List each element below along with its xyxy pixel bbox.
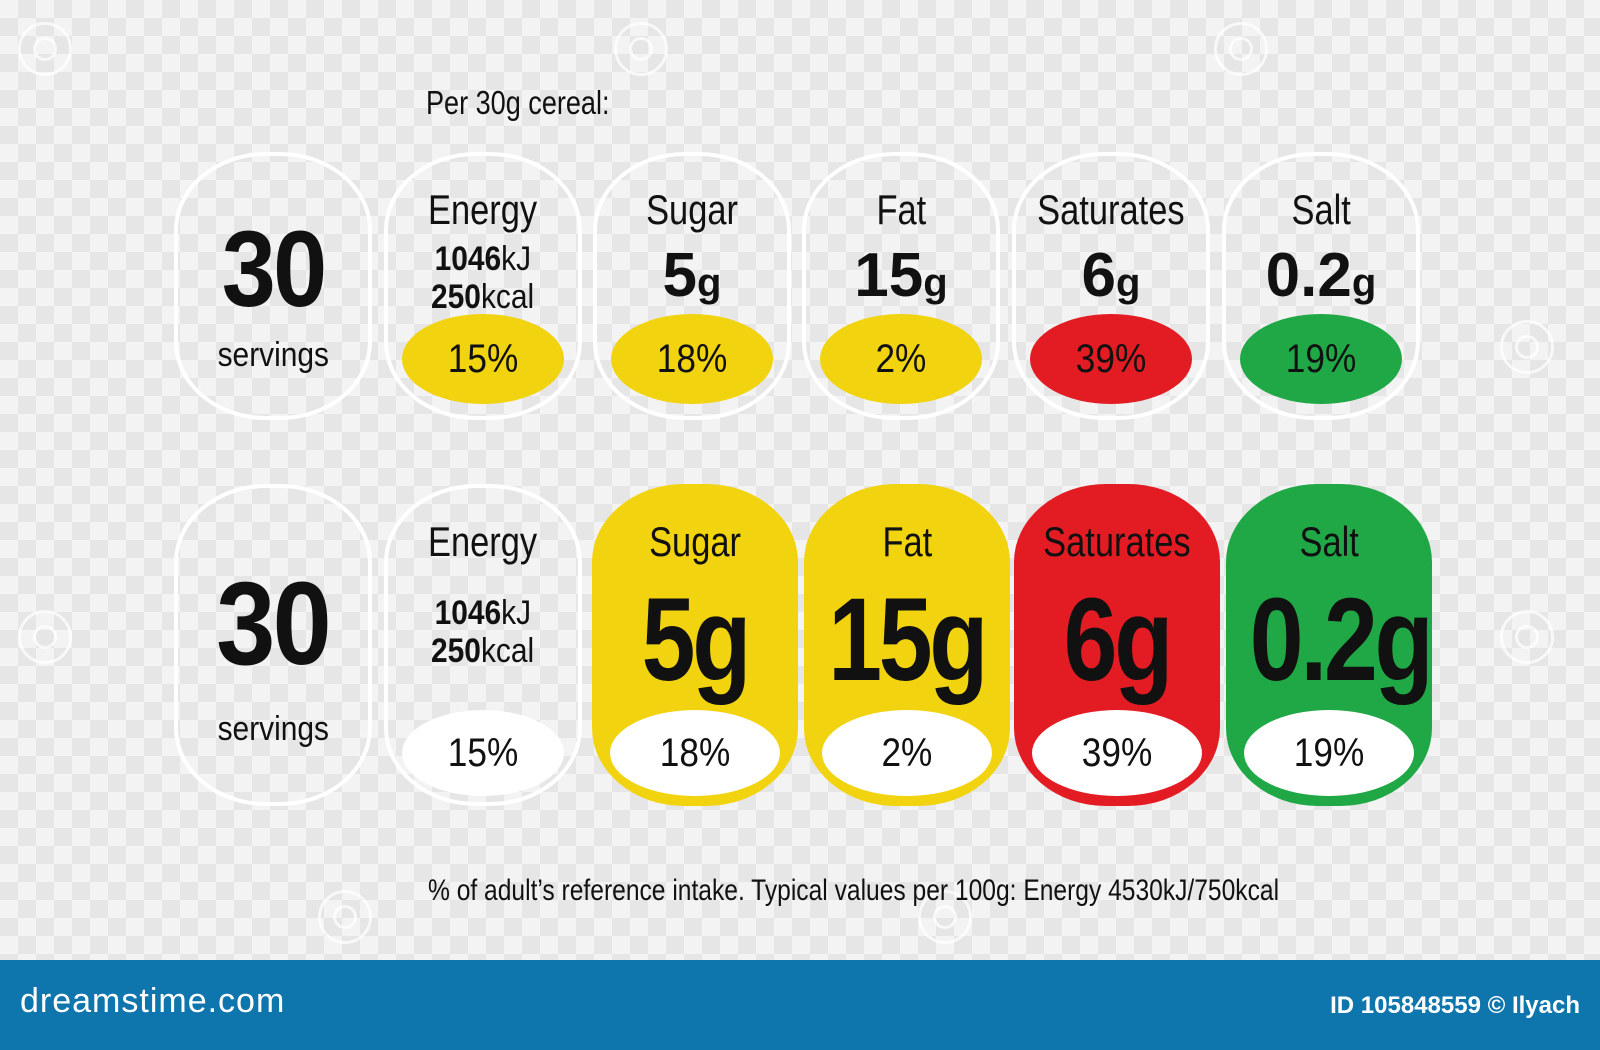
energy-card: Energy 1046kJ 250kcal 15%: [384, 484, 582, 806]
fat-card: Fat 15g 2%: [804, 484, 1010, 806]
image-credit: ID 105848559 © Ilyach: [1330, 992, 1580, 1019]
watermark-icon: [18, 610, 72, 664]
sugar-value: 5g: [662, 241, 722, 310]
servings-label: servings: [217, 710, 329, 748]
servings-card: 30 servings: [174, 152, 372, 420]
salt-value: 0.2g: [1265, 241, 1377, 310]
brand-logo[interactable]: dreamstime.com: [20, 982, 286, 1020]
sugar-label: Sugar: [646, 186, 738, 233]
fat-value: 15g: [854, 241, 948, 310]
per-serving-heading: Per 30g cereal:: [426, 84, 610, 121]
saturates-label: Saturates: [1037, 186, 1185, 233]
salt-label: Salt: [1291, 186, 1351, 233]
watermark-icon: [1500, 610, 1554, 664]
energy-card: Energy 1046kJ 250kcal 15%: [384, 152, 582, 420]
energy-values: 1046kJ 250kcal: [431, 240, 535, 316]
servings-number: 30: [216, 558, 332, 690]
salt-card: Salt 0.2g 19%: [1226, 484, 1432, 806]
saturates-value: 6g: [1081, 241, 1141, 310]
fat-percent-oval: 2%: [820, 314, 982, 404]
salt-card: Salt 0.2g 19%: [1222, 152, 1420, 420]
salt-label: Salt: [1299, 518, 1359, 565]
energy-percent-oval: 15%: [402, 314, 564, 404]
watermark-icon: [318, 890, 372, 944]
salt-value: 0.2g: [1249, 574, 1431, 706]
saturates-percent-oval: 39%: [1030, 314, 1192, 404]
fat-card: Fat 15g 2%: [802, 152, 1000, 420]
sugar-percent-oval: 18%: [611, 314, 773, 404]
sugar-card: Sugar 5g 18%: [592, 484, 798, 806]
fat-label: Fat: [882, 518, 932, 565]
energy-label: Energy: [428, 518, 538, 565]
salt-percent-oval: 19%: [1240, 314, 1402, 404]
watermark-icon: [918, 890, 972, 944]
sugar-value: 5g: [641, 574, 752, 706]
watermark-icon: [1500, 320, 1554, 374]
saturates-card: Saturates 6g 39%: [1014, 484, 1220, 806]
energy-values: 1046kJ 250kcal: [431, 594, 535, 670]
sugar-percent-oval: 18%: [610, 710, 780, 796]
energy-percent-oval: 15%: [402, 710, 564, 796]
fat-value: 15g: [828, 574, 989, 706]
footer-bar: dreamstime.com ID 105848559 © Ilyach: [0, 960, 1600, 1050]
saturates-value: 6g: [1063, 574, 1174, 706]
saturates-label: Saturates: [1043, 518, 1191, 565]
fat-percent-oval: 2%: [822, 710, 992, 796]
servings-number: 30: [221, 208, 327, 329]
sugar-card: Sugar 5g 18%: [593, 152, 791, 420]
servings-label: servings: [217, 336, 329, 374]
fat-label: Fat: [876, 186, 926, 233]
sugar-label: Sugar: [649, 518, 741, 565]
servings-card: 30 servings: [174, 484, 372, 806]
saturates-card: Saturates 6g 39%: [1012, 152, 1210, 420]
watermark-icon: [614, 22, 668, 76]
salt-percent-oval: 19%: [1244, 710, 1414, 796]
energy-label: Energy: [428, 186, 538, 233]
watermark-icon: [1214, 22, 1268, 76]
watermark-icon: [18, 22, 72, 76]
reference-intake-note: % of adult’s reference intake. Typical v…: [428, 874, 1280, 907]
saturates-percent-oval: 39%: [1032, 710, 1202, 796]
